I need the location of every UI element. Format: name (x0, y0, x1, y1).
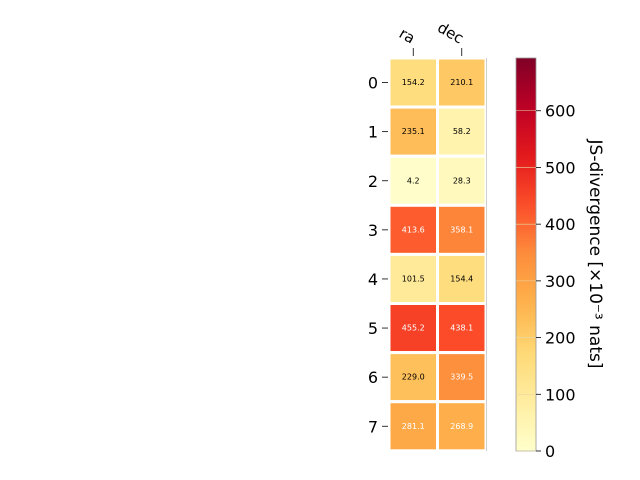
colorbar-tick-label: 100 (545, 385, 576, 404)
colorbar-tick-label: 0 (545, 442, 555, 461)
heatmap-cell (436, 252, 488, 305)
cell-value-label: 281.1 (402, 422, 425, 431)
colorbar-tick-label: 200 (545, 329, 576, 348)
cell-value-label: 438.1 (450, 324, 473, 333)
cell-value-label: 455.2 (402, 324, 425, 333)
colorbar-tick-label: 400 (545, 215, 576, 234)
cell-value-label: 4.2 (407, 176, 420, 185)
colorbar-ticks: 0 100 200 300 400 500 600 (516, 102, 576, 461)
y-tick-label: 7 (368, 417, 378, 436)
y-tick-label: 6 (368, 368, 378, 387)
colorbar (515, 57, 537, 452)
heatmap-cell (436, 400, 488, 453)
cell-value-label: 154.2 (402, 78, 425, 87)
x-axis-ticks: ra dec (396, 18, 467, 56)
y-tick-label: 2 (368, 172, 378, 191)
cell-value-label: 268.9 (450, 422, 473, 431)
heatmap-cell (436, 203, 488, 256)
y-tick-label: 0 (368, 74, 378, 93)
y-tick-label: 4 (368, 270, 378, 289)
cell-value-label: 339.5 (450, 373, 473, 382)
colorbar-tick-label: 300 (545, 272, 576, 291)
colorbar-label: JS-divergence [×10⁻³ nats] (585, 139, 605, 369)
cell-value-label: 235.1 (402, 127, 425, 136)
y-tick-label: 5 (368, 319, 378, 338)
cell-value-label: 210.1 (450, 78, 473, 87)
cell-value-label: 358.1 (450, 225, 473, 234)
heatmap-cells: 154.2 210.1 235.1 58.2 4.2 28.3 413.6 358.1 101.… (387, 56, 488, 453)
cell-value-label: 28.3 (453, 176, 471, 185)
y-axis-ticks: 0 1 2 3 4 5 6 7 (368, 74, 388, 436)
x-tick-label: dec (434, 18, 466, 47)
y-tick-label: 1 (368, 123, 378, 142)
cell-value-label: 229.0 (402, 373, 425, 382)
colorbar-tick-label: 500 (545, 158, 576, 177)
cell-value-label: 413.6 (402, 225, 425, 234)
x-tick-label: ra (396, 24, 418, 47)
cell-value-label: 154.4 (450, 274, 473, 283)
cell-value-label: 101.5 (402, 274, 425, 283)
colorbar-tick-label: 600 (545, 102, 576, 121)
y-tick-label: 3 (368, 221, 378, 240)
cell-value-label: 58.2 (453, 127, 471, 136)
